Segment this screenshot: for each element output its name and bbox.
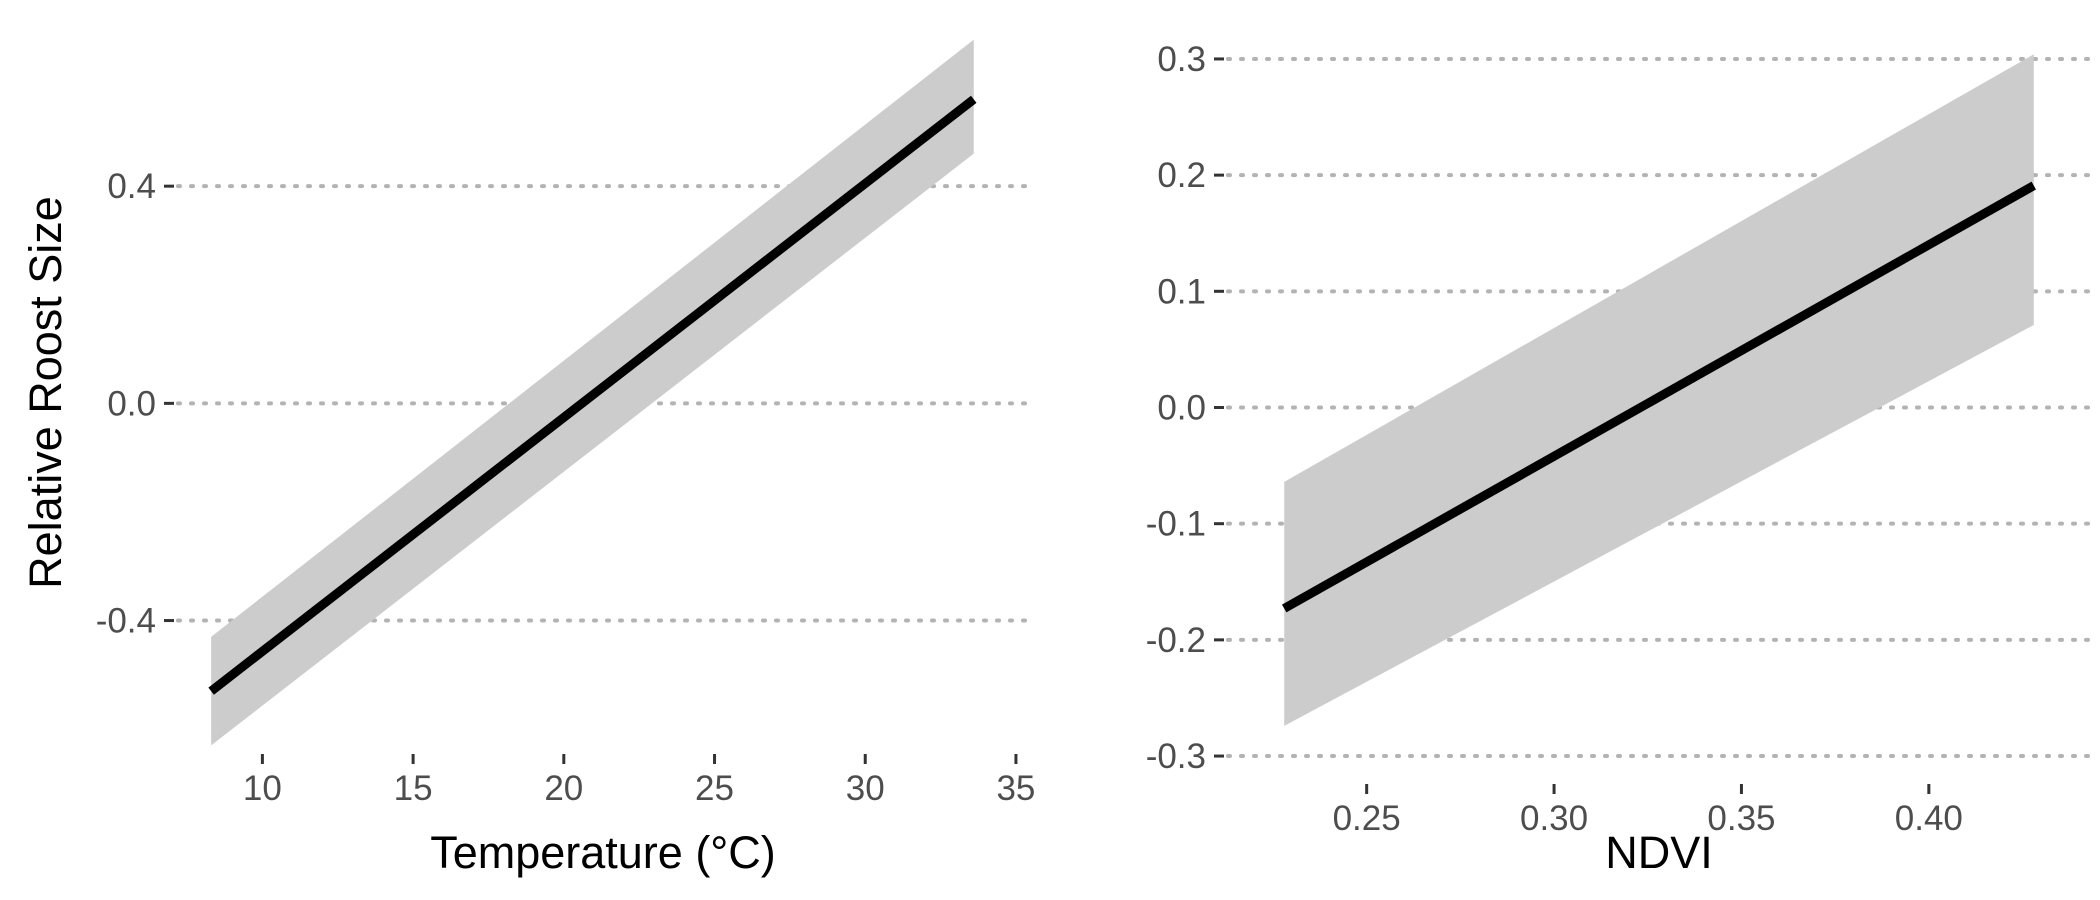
y-tick-label: -0.3 [1146, 737, 1206, 776]
y-tick-label: 0.0 [1157, 389, 1206, 428]
y-axis-title: Relative Roost Size [20, 196, 71, 589]
temperature-panel: -0.4 0.0 0.4 10 15 20 25 30 35 Temperature (°C) Re… [20, 39, 1035, 878]
x-tick-label: 20 [544, 769, 583, 808]
x-tick-label: 0.30 [1520, 799, 1588, 838]
x-axis-title-temperature: Temperature (°C) [430, 827, 776, 878]
x-tick-label: 30 [846, 769, 885, 808]
x-tick-label: 0.35 [1707, 799, 1775, 838]
y-tick-label: -0.2 [1146, 621, 1206, 660]
x-tick-label: 0.25 [1333, 799, 1401, 838]
x-axis-title-ndvi: NDVI [1605, 827, 1713, 878]
y-tick-label: -0.1 [1146, 505, 1206, 544]
x-tick-label: 15 [394, 769, 433, 808]
fit-line [1282, 181, 2036, 613]
fit-line [208, 95, 977, 695]
x-tick-label: 0.40 [1895, 799, 1963, 838]
x-tick-label: 35 [996, 769, 1035, 808]
y-tick-label: -0.4 [96, 602, 156, 641]
y-tick-label: 0.3 [1157, 40, 1206, 79]
x-tick-label: 10 [243, 769, 282, 808]
ndvi-panel: -0.3 -0.2 -0.1 0.0 0.1 0.2 0.3 0.25 0.30 0.35 0.40… [1146, 40, 2092, 878]
y-tick-label: 0.0 [107, 384, 156, 423]
y-tick-label: 0.4 [107, 167, 156, 206]
y-tick-label: 0.1 [1157, 272, 1206, 311]
confidence-band [1284, 54, 2034, 726]
x-tick-label: 25 [695, 769, 734, 808]
y-tick-label: 0.2 [1157, 156, 1206, 195]
